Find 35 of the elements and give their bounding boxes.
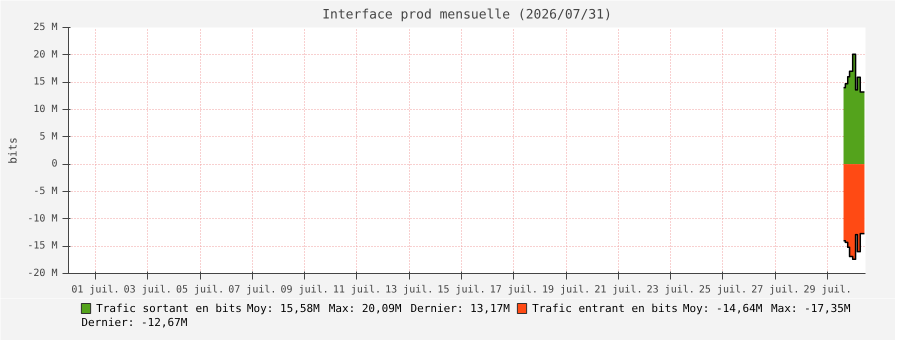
x-tick-label: 15 juil. bbox=[437, 284, 486, 296]
y-axis-title: bits bbox=[6, 137, 20, 164]
y-tick-label: 5 M bbox=[39, 131, 58, 142]
x-tick-label: 25 juil. bbox=[698, 284, 748, 296]
x-tick-label: 23 juil. bbox=[646, 284, 695, 296]
y-tick-label: -10 M bbox=[27, 213, 58, 224]
x-tick-label: 09 juil. bbox=[280, 284, 329, 296]
text: Moy: -14,64M bbox=[682, 302, 763, 315]
text: Moy: 15,58M bbox=[246, 302, 320, 315]
legend-label: Trafic entrant en bits bbox=[532, 302, 678, 315]
y-tick-label: 10 M bbox=[33, 104, 58, 115]
x-tick-label: 13 juil. bbox=[385, 284, 434, 296]
text: Dernier: 13,17M bbox=[410, 302, 510, 315]
x-tick-label: 01 juil. bbox=[71, 284, 120, 296]
x-tick-label: 03 juil. bbox=[124, 284, 172, 296]
text: Dernier: -12,67M bbox=[81, 316, 188, 329]
x-tick-label: 07 juil. bbox=[228, 284, 276, 296]
x-tick-label: 27 juil. bbox=[751, 284, 800, 296]
x-tick-label: 11 juil. bbox=[332, 284, 382, 296]
text: Max: 20,09M bbox=[328, 302, 402, 315]
y-tick-label: -15 M bbox=[27, 240, 58, 252]
x-tick-label: 19 juil. bbox=[542, 284, 590, 296]
y-tick-label: -20 M bbox=[27, 268, 58, 279]
legend-label: Trafic sortant en bits bbox=[96, 302, 242, 315]
x-tick-label: 29 juil. bbox=[804, 284, 852, 296]
x-tick-label: 17 juil. bbox=[490, 284, 538, 296]
chart-title: Interface prod mensuelle (2026/07/31) bbox=[322, 8, 612, 22]
y-tick-label: 20 M bbox=[33, 49, 58, 60]
y-tick-label: 25 M bbox=[33, 22, 58, 33]
y-tick-label: -5 M bbox=[33, 186, 58, 197]
y-tick-label: 0 bbox=[51, 158, 58, 170]
x-tick-label: 21 juil. bbox=[594, 284, 642, 296]
text: Max: -17,35M bbox=[770, 302, 851, 315]
y-tick-label: 15 M bbox=[33, 76, 58, 88]
x-tick-label: 05 juil. bbox=[176, 284, 224, 296]
